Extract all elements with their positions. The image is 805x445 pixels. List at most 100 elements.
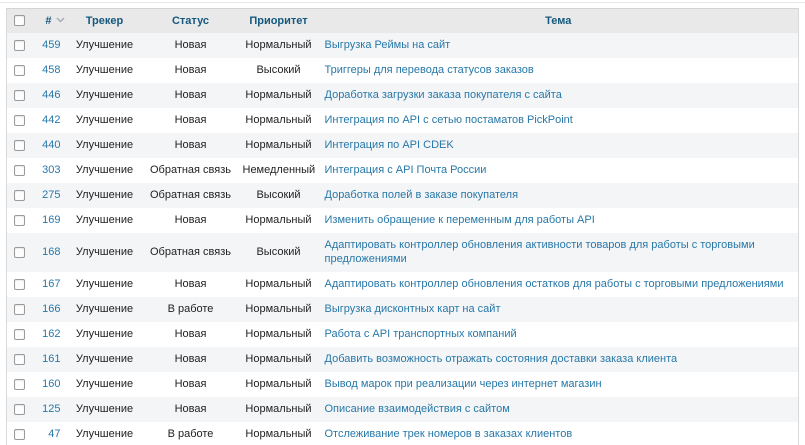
row-checkbox[interactable] (14, 139, 26, 151)
page-top-divider (0, 2, 805, 3)
priority-cell: Нормальный (245, 214, 312, 226)
row-checkbox[interactable] (14, 246, 26, 258)
select-all-checkbox[interactable] (14, 15, 26, 27)
table-row: 160 Улучшение Новая Нормальный Вывод мар… (6, 372, 799, 397)
row-checkbox[interactable] (14, 214, 26, 226)
tracker-cell: Улучшение (75, 353, 134, 365)
issue-subject-link[interactable]: Доработка загрузки заказа покупателя с с… (324, 89, 562, 101)
row-checkbox[interactable] (14, 403, 26, 415)
priority-cell: Нормальный (245, 278, 312, 290)
row-checkbox[interactable] (14, 328, 26, 340)
issue-id-cell: 303 (33, 158, 67, 183)
issue-id-link[interactable]: 459 (42, 39, 61, 51)
issue-subject-link[interactable]: Интеграция с API Почта России (324, 164, 487, 176)
row-checkbox-cell (7, 233, 33, 272)
issue-id-link[interactable]: 458 (42, 64, 61, 76)
tracker-cell: Улучшение (75, 428, 134, 440)
issue-id-link[interactable]: 168 (42, 246, 61, 258)
issue-subject-link[interactable]: Выгрузка дисконтных карт на сайт (324, 303, 501, 315)
row-checkbox[interactable] (14, 164, 26, 176)
priority-cell: Высокий (256, 64, 301, 76)
issue-id-cell: 162 (33, 322, 67, 347)
issue-subject-link[interactable]: Работа с API транспортных компаний (324, 328, 517, 340)
priority-cell: Высокий (256, 189, 301, 201)
row-checkbox[interactable] (14, 378, 26, 390)
tracker-cell: Улучшение (75, 189, 134, 201)
tracker-cell: Улучшение (75, 114, 134, 126)
issue-subject-cell: Интеграция с API Почта России (319, 158, 799, 183)
tracker-cell: Улучшение (75, 139, 134, 151)
row-checkbox[interactable] (14, 303, 26, 315)
table-row: 167 Улучшение Новая Нормальный Адаптиров… (6, 272, 799, 297)
row-checkbox-cell (7, 208, 33, 233)
issue-id-link[interactable]: 442 (42, 114, 61, 126)
issue-id-link[interactable]: 47 (48, 428, 61, 440)
row-checkbox[interactable] (14, 114, 26, 126)
issue-subject-link[interactable]: Вывод марок при реализации через интерне… (324, 378, 602, 390)
issue-id-link[interactable]: 167 (42, 278, 61, 290)
issue-id-cell: 169 (33, 208, 67, 233)
issue-id-cell: 125 (33, 397, 67, 422)
status-cell: В работе (167, 428, 214, 440)
issue-id-link[interactable]: 303 (42, 164, 61, 176)
issue-subject-link[interactable]: Изменить обращение к переменным для рабо… (324, 214, 595, 226)
issue-id-link[interactable]: 125 (42, 403, 61, 415)
tracker-cell: Улучшение (75, 214, 134, 226)
issue-id-link[interactable]: 160 (42, 378, 61, 390)
issue-subject-link[interactable]: Описание взаимодействия с сайтом (324, 403, 510, 415)
issue-subject-link[interactable]: Адаптировать контроллер обновления актив… (324, 239, 755, 265)
issue-id-cell: 160 (33, 372, 67, 397)
issue-id-link[interactable]: 440 (42, 139, 61, 151)
column-header-id[interactable]: # (32, 8, 67, 33)
table-row: 446 Улучшение Новая Нормальный Доработка… (6, 83, 799, 108)
status-cell: Новая (174, 64, 207, 76)
issue-subject-link[interactable]: Триггеры для перевода статусов заказов (324, 64, 534, 76)
tracker-cell: Улучшение (75, 164, 134, 176)
row-checkbox[interactable] (14, 189, 26, 201)
status-cell: Обратная связь (149, 189, 232, 201)
issue-subject-cell: Изменить обращение к переменным для рабо… (319, 208, 799, 233)
column-header-status[interactable]: Статус (142, 8, 239, 33)
row-checkbox[interactable] (14, 428, 26, 440)
issue-id-link[interactable]: 161 (42, 353, 61, 365)
issue-subject-link[interactable]: Выгрузка Реймы на сайт (324, 39, 451, 51)
row-checkbox-cell (7, 183, 33, 208)
row-checkbox[interactable] (14, 39, 26, 51)
table-row: 169 Улучшение Новая Нормальный Изменить … (6, 208, 799, 233)
priority-cell: Нормальный (245, 328, 312, 340)
table-row: 440 Улучшение Новая Нормальный Интеграци… (6, 133, 799, 158)
issue-subject-link[interactable]: Адаптировать контроллер обновления остат… (324, 278, 784, 290)
issue-id-link[interactable]: 446 (42, 89, 61, 101)
issue-id-link[interactable]: 166 (42, 303, 61, 315)
issues-table-body: 459 Улучшение Новая Нормальный Выгрузка … (6, 33, 799, 445)
row-checkbox[interactable] (14, 89, 26, 101)
issue-subject-link[interactable]: Отслеживание трек номеров в заказах клие… (324, 428, 573, 440)
issues-table-head: # Трекер Статус Приоритет Тема (6, 8, 799, 33)
row-checkbox[interactable] (14, 278, 26, 290)
row-checkbox-cell (7, 133, 33, 158)
row-checkbox[interactable] (14, 353, 26, 365)
column-header-id-label: # (45, 15, 52, 27)
issue-subject-cell: Доработка загрузки заказа покупателя с с… (319, 83, 799, 108)
issue-id-cell: 161 (33, 347, 67, 372)
status-cell: Новая (174, 214, 207, 226)
issue-id-cell: 168 (33, 233, 67, 272)
column-header-priority[interactable]: Приоритет (238, 8, 319, 33)
issue-subject-link[interactable]: Добавить возможность отражать состояния … (324, 353, 678, 365)
issue-subject-cell: Адаптировать контроллер обновления актив… (319, 233, 799, 272)
column-header-tracker[interactable]: Трекер (66, 8, 143, 33)
row-checkbox-cell (7, 422, 33, 445)
table-row: 166 Улучшение В работе Нормальный Выгруз… (6, 297, 799, 322)
issue-subject-link[interactable]: Интеграция по API CDEK (324, 139, 454, 151)
issue-id-link[interactable]: 169 (42, 214, 61, 226)
row-checkbox[interactable] (14, 64, 26, 76)
issue-id-link[interactable]: 162 (42, 328, 61, 340)
issue-id-link[interactable]: 275 (42, 189, 61, 201)
issue-subject-link[interactable]: Интеграция по API с сетью постаматов Pic… (324, 114, 573, 126)
issue-subject-cell: Работа с API транспортных компаний (319, 322, 799, 347)
row-checkbox-cell (7, 372, 33, 397)
issue-id-cell: 167 (33, 272, 67, 297)
column-header-subject[interactable]: Тема (318, 8, 799, 33)
status-cell: Обратная связь (149, 246, 232, 258)
issue-subject-link[interactable]: Доработка полей в заказе покупателя (324, 189, 519, 201)
